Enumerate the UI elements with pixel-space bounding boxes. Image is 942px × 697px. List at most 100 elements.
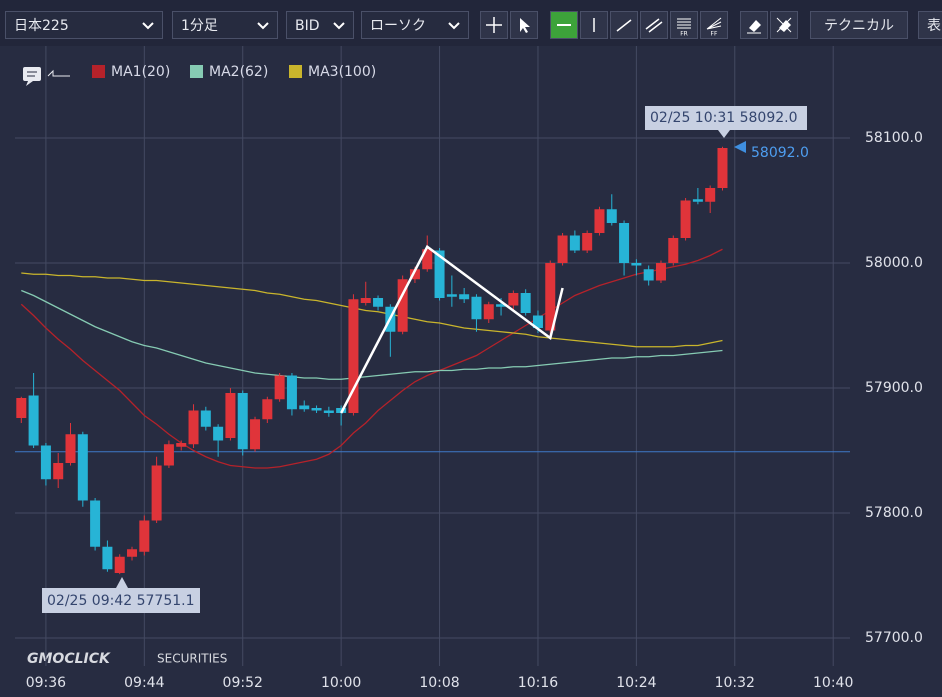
chart-type-select[interactable]: ローソク — [361, 11, 469, 39]
candle-body — [532, 315, 543, 328]
tooltip-pointer — [116, 577, 128, 588]
erase-all-tool[interactable] — [770, 11, 798, 39]
y-tick-label: 57700.0 — [865, 630, 923, 646]
candle-body — [520, 293, 531, 313]
candle-body — [434, 250, 445, 298]
candle-body — [40, 445, 51, 480]
legend-label: MA1(20) — [111, 64, 170, 80]
trendline-tool[interactable] — [610, 11, 638, 39]
vline-tool[interactable] — [580, 11, 608, 39]
candle-body — [705, 188, 716, 202]
candle-body — [692, 199, 703, 202]
ma-line — [21, 289, 723, 380]
candle-body — [508, 293, 519, 306]
candle-body — [299, 405, 310, 410]
candle-body — [213, 426, 224, 441]
svg-text:FF: FF — [711, 31, 718, 38]
candle-body — [655, 263, 666, 281]
candle-body — [619, 223, 630, 263]
candle-body — [53, 463, 64, 480]
candle-body — [102, 546, 113, 570]
symbol: 日本225 — [14, 18, 69, 34]
y-tick-label: 57800.0 — [865, 505, 923, 521]
legend-label: MA2(62) — [209, 64, 268, 80]
tooltip-box — [645, 106, 807, 130]
candle-body — [594, 209, 605, 233]
y-tick-label: 58100.0 — [865, 130, 923, 146]
candle-body — [680, 200, 691, 238]
plot-area — [15, 46, 850, 665]
candle-body — [557, 235, 568, 263]
svg-text:FR: FR — [680, 31, 688, 38]
legend-swatch — [289, 65, 302, 78]
fibo-fan-tool[interactable]: FF — [700, 11, 728, 39]
candle-body — [459, 294, 470, 300]
candle-body — [606, 209, 617, 223]
interval-select[interactable]: 1分足 — [172, 11, 278, 39]
candle-body — [286, 375, 297, 410]
x-tick-label: 10:32 — [715, 675, 755, 691]
y-tick-label: 57900.0 — [865, 380, 923, 396]
pointer-tool[interactable] — [510, 11, 538, 39]
candle-body — [28, 395, 39, 446]
candle-body — [569, 235, 580, 251]
candle-body — [127, 549, 138, 557]
channel-tool[interactable] — [640, 11, 668, 39]
candle-body — [65, 434, 76, 463]
crosshair-tool[interactable] — [480, 11, 508, 39]
candle-body — [90, 500, 101, 547]
symbol-select[interactable]: 日本225 — [5, 11, 163, 39]
table-button[interactable]: 表 — [918, 11, 942, 39]
candle-body — [16, 398, 27, 418]
ma-line — [20, 248, 723, 469]
candle-body — [250, 419, 261, 450]
fibo-retracement-tool[interactable]: FR — [670, 11, 698, 39]
x-tick-label: 10:08 — [419, 675, 459, 691]
candle-body — [323, 410, 334, 413]
legend-icon — [23, 67, 70, 86]
candle-body — [176, 443, 187, 447]
x-tick-label: 09:44 — [124, 675, 164, 691]
candle-body — [471, 296, 482, 320]
price-marker — [734, 141, 746, 153]
eraser-tool[interactable] — [740, 11, 768, 39]
candle-body — [188, 410, 199, 445]
candle-body — [225, 393, 236, 438]
candle-body — [422, 249, 433, 270]
candle-body — [151, 465, 162, 521]
tooltip-box — [42, 588, 200, 613]
legend-swatch — [92, 65, 105, 78]
tooltip-text: 02/25 10:31 58092.0 — [650, 110, 798, 126]
chart: GMOCLICK SECURITIES 57700.0 57800.0 57900.… — [15, 46, 923, 691]
trend-line — [340, 244, 564, 414]
plot — [15, 146, 850, 575]
tooltip-pointer — [718, 130, 730, 138]
candle-body — [483, 304, 494, 320]
hline-tool[interactable] — [550, 11, 578, 39]
candle-body — [631, 263, 642, 266]
chart-type: ローソク — [370, 18, 426, 34]
side: BID — [295, 18, 320, 34]
legend-label: MA3(100) — [308, 64, 376, 80]
candle-body — [163, 444, 174, 466]
x-tick-label: 09:36 — [26, 675, 66, 691]
candle-body — [643, 269, 654, 281]
tooltip-text: 02/25 09:42 57751.1 — [47, 593, 195, 609]
candle-body — [274, 375, 285, 400]
legend-swatch — [190, 65, 203, 78]
candle-body — [373, 298, 384, 307]
toolbar: 日本225 1分足 BID ローソク FR FF テクニカル 表 — [0, 0, 942, 46]
technical-button[interactable]: テクニカル — [810, 11, 908, 39]
watermark-brand: GMOCLICK — [27, 651, 111, 667]
candle-body — [360, 298, 371, 303]
candle-body — [582, 233, 593, 251]
x-tick-label: 10:24 — [616, 675, 656, 691]
side-select[interactable]: BID — [286, 11, 354, 39]
candle-body — [114, 556, 125, 573]
interval: 1分足 — [181, 18, 218, 34]
x-tick-label: 10:40 — [813, 675, 853, 691]
candle-body — [348, 299, 359, 413]
candle-body — [446, 294, 457, 297]
candle-body — [237, 393, 248, 450]
